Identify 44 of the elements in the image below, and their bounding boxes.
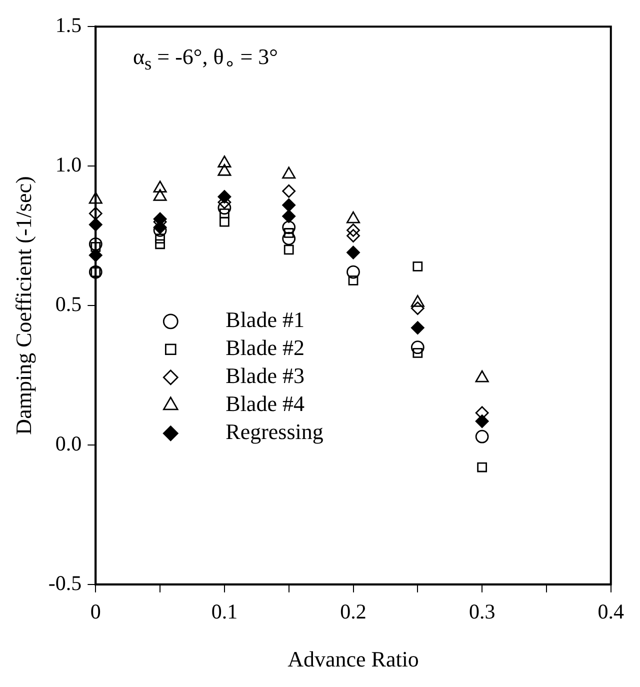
y-tick-label: 1.0 [55, 152, 82, 177]
point [88, 206, 102, 220]
point [477, 462, 488, 472]
legend-label: Regressing [226, 419, 324, 444]
point [412, 262, 423, 272]
point [88, 237, 102, 251]
legend-label: Blade #2 [226, 335, 304, 360]
point [220, 216, 230, 227]
x-tick-label: 0 [90, 600, 101, 624]
point [220, 208, 230, 218]
point [218, 201, 232, 215]
annotation: α$_{s}$ = -6°, θ$_{∘}$ = 3° [133, 44, 278, 74]
x-tick-label: 0.1 [211, 600, 238, 624]
point [412, 348, 423, 358]
legend-label: Blade #4 [226, 391, 304, 416]
x-tick-label: 0.4 [598, 600, 624, 624]
point [153, 223, 167, 237]
point [282, 232, 296, 246]
y-tick-label: 0.5 [55, 292, 82, 316]
point [410, 340, 424, 354]
point [346, 229, 360, 242]
point [282, 210, 296, 223]
point [346, 246, 360, 260]
point [284, 244, 294, 255]
y-tick-label: 0.0 [55, 431, 82, 456]
point [346, 223, 360, 237]
x-tick-label: 0.3 [468, 600, 496, 624]
y-tick-label: 1.5 [55, 13, 82, 38]
legend-label: Blade #3 [226, 363, 304, 388]
x-axis-title: Advance Ratio [288, 646, 419, 672]
point [155, 239, 165, 250]
point [346, 265, 360, 279]
legend-label: Blade #1 [226, 307, 304, 332]
point [410, 321, 424, 335]
point [282, 220, 296, 234]
point [410, 302, 424, 315]
point [475, 430, 489, 444]
point [282, 184, 296, 198]
y-tick-label: -0.5 [48, 570, 82, 595]
point [155, 234, 165, 244]
y-axis-title: Damping Coefficient (-1/sec) [10, 176, 36, 435]
point [282, 198, 296, 212]
point [348, 275, 358, 286]
x-tick-label: 0.2 [340, 600, 366, 624]
